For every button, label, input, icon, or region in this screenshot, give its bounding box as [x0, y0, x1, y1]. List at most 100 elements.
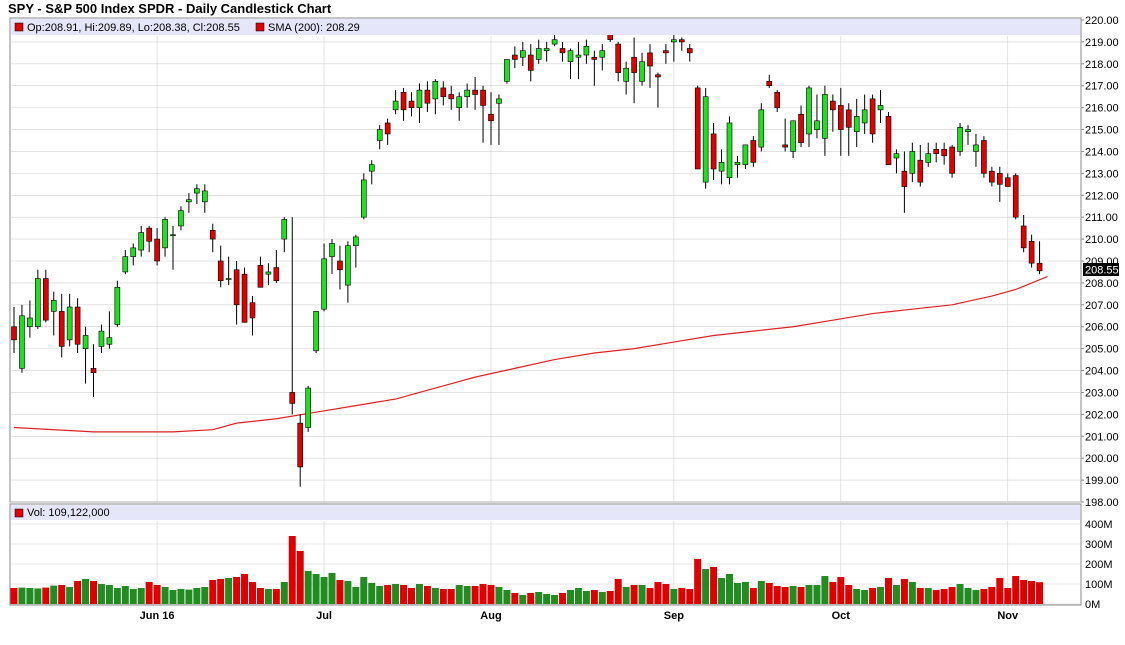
candle-body: [305, 387, 311, 428]
candle: [686, 44, 693, 62]
candle: [432, 79, 439, 115]
candle: [742, 144, 749, 169]
candle: [305, 385, 311, 432]
chart-title: SPY - S&P 500 Index SPDR - Daily Candles…: [8, 1, 332, 16]
volume-tick-label: 200M: [1085, 559, 1113, 571]
volume-bar: [193, 588, 201, 604]
candle: [885, 112, 892, 165]
candle: [830, 94, 836, 132]
candle: [313, 311, 319, 354]
sma-legend-text: SMA (200): 208.29: [268, 22, 360, 34]
sma-legend-swatch: [255, 22, 265, 32]
candle-body: [615, 43, 622, 73]
candle: [957, 122, 963, 156]
volume-bar: [264, 589, 272, 604]
volume-bar: [741, 582, 749, 604]
candle: [1012, 173, 1019, 220]
candle-body: [718, 162, 725, 172]
candle-body: [814, 120, 820, 130]
candle: [591, 50, 598, 86]
candle-body: [408, 100, 415, 108]
candle-body: [837, 105, 844, 130]
candle-body: [170, 234, 176, 237]
candle: [488, 92, 494, 145]
price-tick-label: 218.00: [1085, 59, 1119, 71]
volume-bar: [773, 586, 781, 604]
candle-body: [154, 238, 160, 262]
candle: [376, 125, 383, 150]
candle: [202, 184, 208, 213]
candle: [798, 105, 804, 148]
candle: [623, 61, 629, 95]
candle: [845, 103, 852, 156]
candle-body: [909, 151, 916, 174]
candle: [154, 228, 160, 266]
candle: [806, 85, 812, 148]
candle-body: [917, 159, 924, 183]
candle: [138, 225, 144, 257]
volume-bar: [622, 587, 630, 604]
volume-bar: [988, 587, 996, 604]
candle-body: [750, 140, 757, 163]
volume-bar: [10, 588, 18, 604]
candle-body: [551, 39, 558, 45]
candle: [1028, 234, 1035, 268]
volume-bar: [312, 574, 320, 604]
candle: [106, 311, 113, 349]
candle: [353, 234, 359, 268]
volume-bar: [1012, 576, 1020, 604]
price-tick-label: 199.00: [1085, 475, 1119, 487]
x-tick-label: Aug: [480, 610, 501, 622]
candle-body: [631, 56, 637, 73]
price-axis: 198.00 199.00 200.00 201.00 202.00 203.00 204.…: [1081, 15, 1119, 509]
volume-bar: [932, 590, 940, 604]
volume-tick-label: 0M: [1085, 599, 1100, 611]
volume-bar: [145, 582, 153, 604]
candle: [543, 41, 550, 62]
volume-tick-label: 100M: [1085, 579, 1113, 591]
candle: [66, 293, 73, 347]
volume-bar: [320, 577, 328, 604]
volume-legend-bar: [11, 505, 1080, 520]
volume-bar: [900, 579, 908, 604]
candle: [901, 151, 908, 213]
volume-bar: [646, 588, 654, 604]
candle-body: [527, 54, 534, 71]
candle: [178, 206, 184, 231]
candle: [289, 217, 296, 415]
candle: [74, 298, 81, 354]
candle-body: [885, 116, 892, 165]
volume-bar: [18, 587, 26, 604]
candle: [321, 243, 327, 312]
candle: [472, 76, 478, 110]
candle-body: [822, 94, 828, 139]
candle-body: [257, 265, 264, 288]
price-tick-label: 210.00: [1085, 234, 1119, 246]
volume-bar: [511, 593, 519, 604]
volume-bar: [877, 587, 885, 604]
candle: [718, 149, 725, 185]
candle-body: [217, 260, 224, 282]
candle: [146, 225, 152, 253]
price-tick-label: 201.00: [1085, 431, 1119, 443]
candle-body: [297, 422, 304, 468]
volume-bar: [415, 584, 423, 604]
candle-body: [583, 45, 590, 56]
candle-body: [845, 109, 852, 128]
candle-body: [456, 96, 463, 108]
candle-body: [448, 94, 455, 100]
candle: [893, 149, 900, 174]
candle: [996, 166, 1003, 202]
volume-bar: [423, 586, 431, 604]
volume-bar: [678, 588, 686, 604]
volume-bar: [431, 588, 439, 604]
candle-body: [186, 199, 192, 203]
volume-bar: [1036, 582, 1044, 604]
candle: [758, 103, 765, 152]
volume-bar: [861, 590, 869, 604]
candle: [50, 291, 57, 336]
candle: [559, 41, 566, 62]
candle-body: [209, 230, 216, 240]
candle: [186, 193, 192, 213]
candle: [647, 44, 653, 88]
